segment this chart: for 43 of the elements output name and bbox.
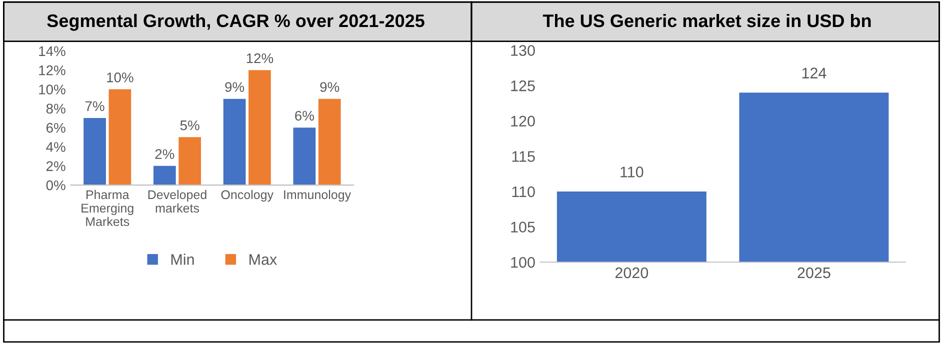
bar xyxy=(84,118,106,186)
x-tick-label: Pharma Emerging Markets xyxy=(82,190,134,226)
y-tick-label: 105 xyxy=(511,222,535,232)
x-tick-label: 2020 xyxy=(615,267,648,278)
y-tick-label: 12% xyxy=(39,65,66,76)
chart-title: Segmental Growth, CAGR % over 2021-2025 xyxy=(47,14,424,31)
bar xyxy=(318,98,341,186)
y-tick-label: 125 xyxy=(511,80,535,92)
legend-label: Min xyxy=(171,254,194,265)
y-tick-label: 8% xyxy=(46,104,66,114)
y-tick-label: 4% xyxy=(46,142,66,152)
bar xyxy=(293,128,316,186)
data-label: 7% xyxy=(85,101,104,112)
y-tick-label: 2% xyxy=(46,161,66,172)
data-label: 5% xyxy=(180,120,200,130)
bar xyxy=(223,98,246,186)
legend-label: Max xyxy=(250,254,277,265)
x-tick-label: Developed markets xyxy=(148,190,206,213)
bar xyxy=(153,166,176,186)
y-tick-label: 10% xyxy=(39,84,66,94)
data-label: 9% xyxy=(320,82,340,92)
bar xyxy=(108,89,132,186)
x-tick-label: Oncology xyxy=(221,190,274,202)
y-tick-label: 120 xyxy=(511,116,535,127)
data-label: 2% xyxy=(155,149,174,159)
y-tick-label: 6% xyxy=(46,122,66,133)
y-tick-label: 115 xyxy=(512,151,535,162)
y-tick-label: 110 xyxy=(512,186,535,198)
y-tick-label: 14% xyxy=(39,46,66,56)
bar xyxy=(178,137,201,186)
x-tick-label: 2025 xyxy=(798,267,830,278)
x-tick-label: Immunology xyxy=(284,190,352,202)
data-label: 12% xyxy=(246,53,274,64)
y-tick-label: 130 xyxy=(511,45,535,56)
data-label: 10% xyxy=(107,72,134,82)
data-label: 110 xyxy=(620,166,644,178)
data-label: 6% xyxy=(295,110,314,121)
bar xyxy=(248,70,271,186)
data-label: 9% xyxy=(225,82,244,92)
chart-title: The US Generic market size in USD bn xyxy=(542,14,871,28)
y-tick-label: 100 xyxy=(511,256,535,268)
data-label: 124 xyxy=(802,68,826,78)
y-tick-label: 0% xyxy=(46,180,66,190)
